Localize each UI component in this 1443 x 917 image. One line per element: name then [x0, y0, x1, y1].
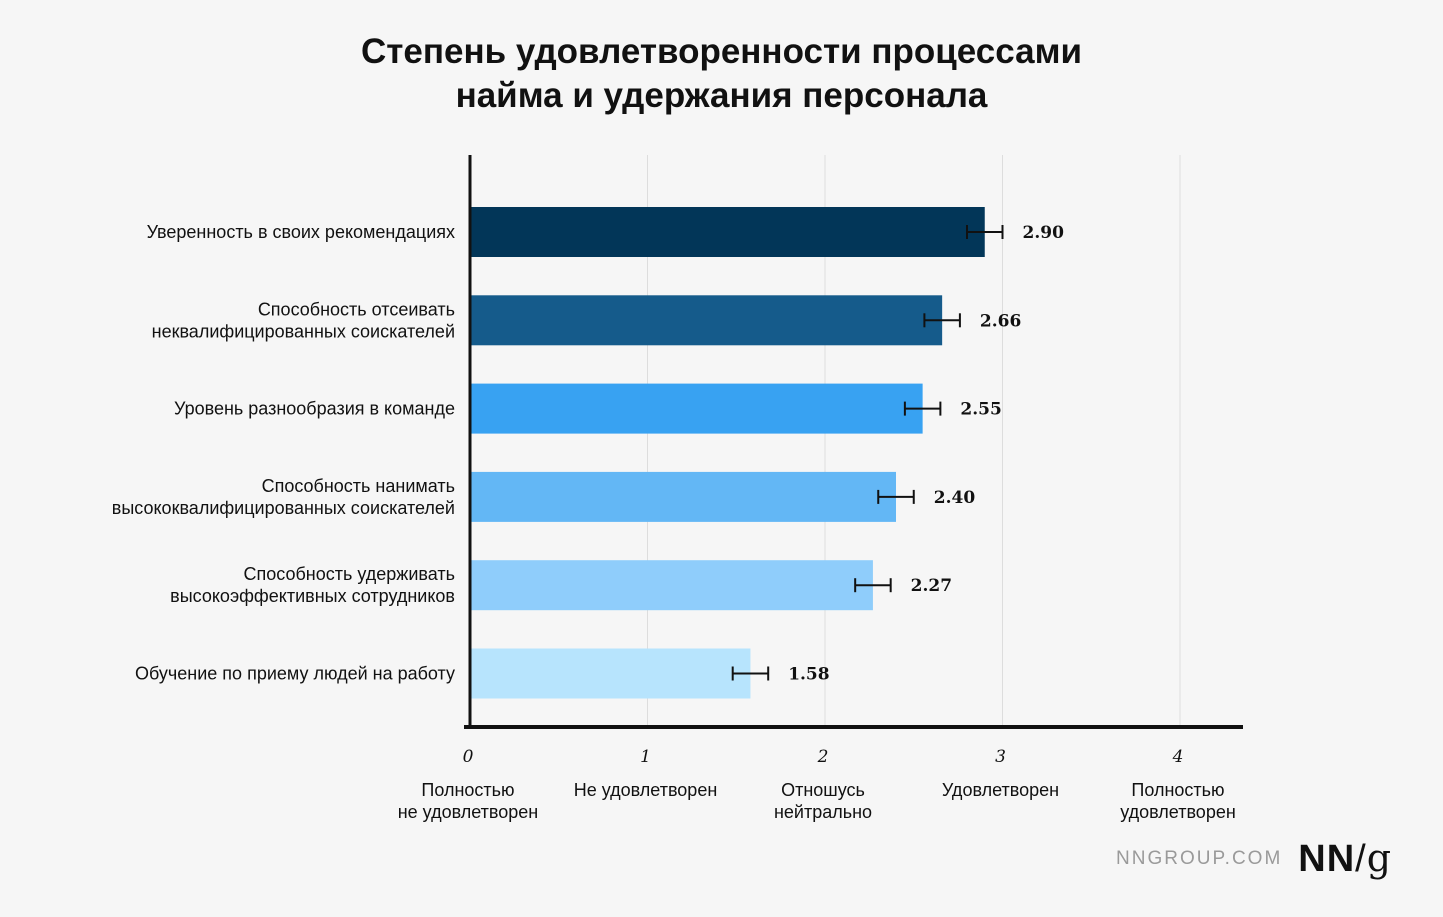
- chart-title-line-1: Степень удовлетворенности процессами: [360, 32, 1082, 71]
- scale-label-2: Отношусь нейтрально: [774, 780, 872, 822]
- bar-4: [470, 560, 873, 611]
- brand-site: NNGROUP.COM: [1116, 847, 1283, 869]
- scale-label-1: Не удовлетворен: [574, 780, 718, 800]
- scale-label-3: Удовлетворен: [942, 780, 1059, 800]
- bar-1: [470, 295, 943, 346]
- x-tick-label-3: 3: [995, 747, 1006, 767]
- logo-g: g: [1366, 836, 1393, 880]
- value-label-3: 2.40: [934, 488, 976, 508]
- value-label-0: 2.90: [1023, 223, 1065, 243]
- chart-title: Степень удовлетворенности процессами най…: [0, 30, 1443, 118]
- value-label-1: 2.66: [980, 311, 1021, 331]
- category-label-3: Способность нанимать высококвалифицирован…: [112, 476, 455, 518]
- x-tick-label-1: 1: [640, 747, 651, 767]
- brand: NNGROUP.COM NN/g: [1116, 836, 1392, 881]
- value-label-4: 2.27: [911, 576, 952, 596]
- bar-0: [470, 207, 985, 257]
- bar-2: [470, 383, 923, 434]
- logo-nn: NN: [1298, 838, 1356, 880]
- category-label-1: Способность отсеивать неквалифицированных…: [152, 299, 455, 341]
- bar-5: [470, 648, 751, 699]
- nng-logo: NN/g: [1298, 836, 1392, 881]
- x-tick-label-4: 4: [1172, 747, 1184, 767]
- x-tick-label-2: 2: [817, 747, 829, 767]
- scale-label-0: Полностью не удовлетворен: [398, 780, 539, 822]
- value-label-2: 2.55: [960, 400, 1001, 420]
- value-label-5: 1.58: [788, 665, 829, 685]
- category-label-5: Обучение по приему людей на работу: [135, 664, 455, 684]
- logo-slash: /: [1355, 838, 1367, 880]
- category-label-4: Способность удерживать высокоэффективных …: [170, 564, 455, 606]
- scale-label-4: Полностью удовлетворен: [1120, 780, 1236, 822]
- x-tick-label-0: 0: [463, 747, 474, 767]
- bar-3: [470, 471, 896, 522]
- chart-title-line-2: найма и удержания персонала: [455, 76, 988, 115]
- category-label-0: Уверенность в своих рекомендациях: [147, 222, 455, 242]
- category-label-2: Уровень разнообразия в команде: [174, 399, 455, 419]
